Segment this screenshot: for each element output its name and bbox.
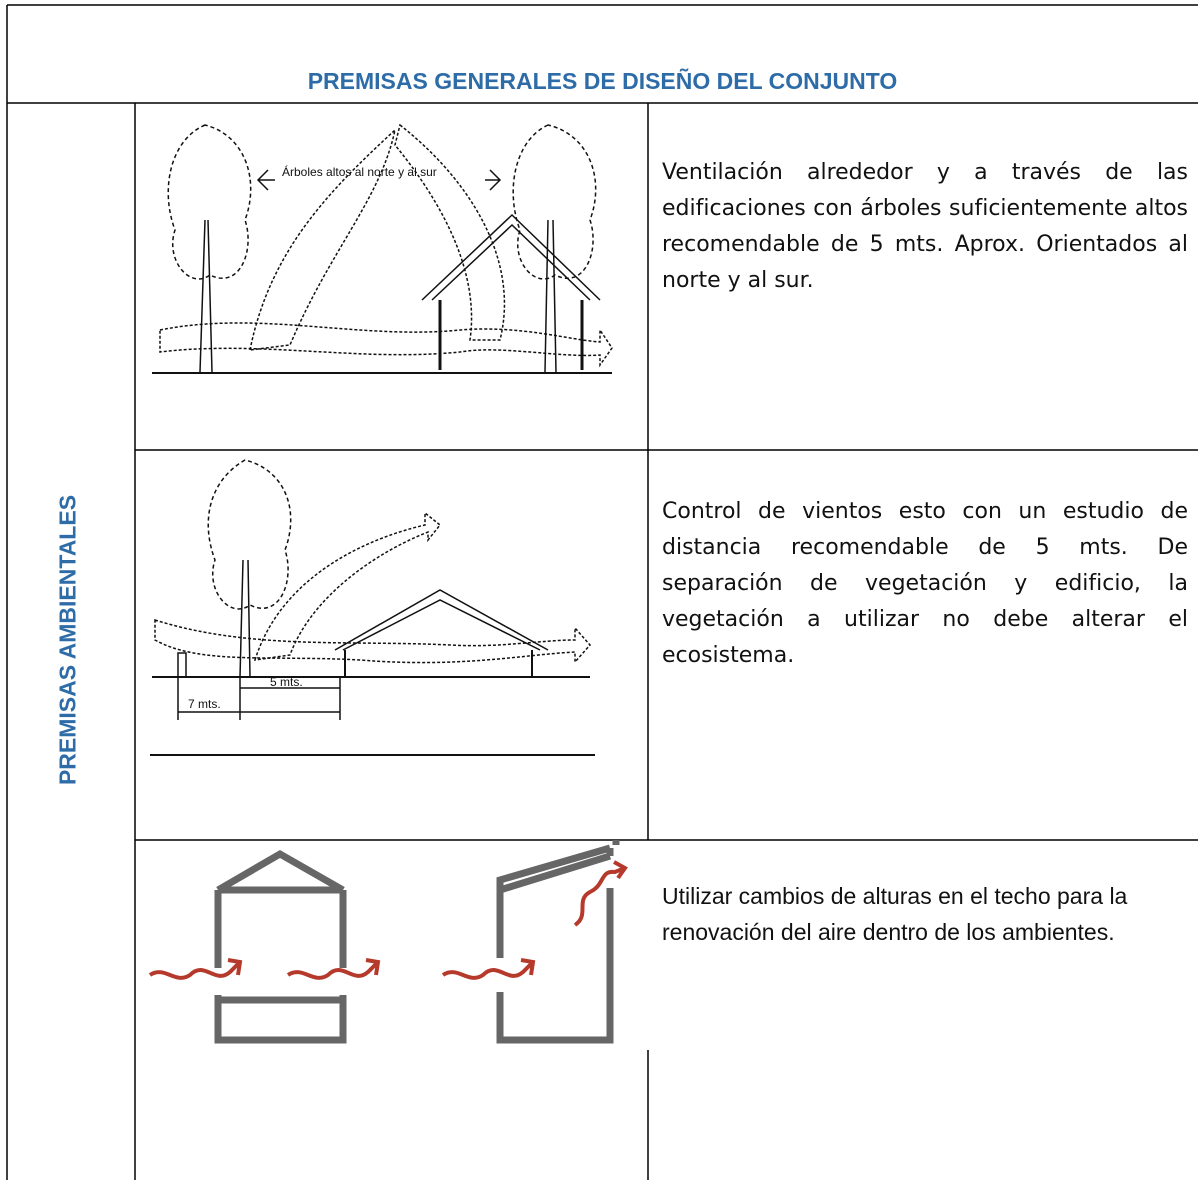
sketch-wind-control: 5 mts. 7 mts. [150,459,595,756]
table-title: PREMISAS GENERALES DE DISEÑO DEL CONJUNT… [307,68,898,94]
tree [207,459,292,678]
sketch-label: Árboles altos al norte y al sur [282,164,437,179]
table-borders [6,4,1198,1180]
row-description: Control de vientos esto con un estudio d… [662,499,1188,668]
tree [167,124,252,373]
dimension-label: 7 mts. [188,697,221,711]
sketch-roof-heights [214,840,620,1044]
dimension-label: 5 mts. [270,675,303,689]
side-label: PREMISAS AMBIENTALES [54,494,81,786]
sketch-ventilation [152,123,613,374]
row-description: Utilizar cambios de alturas en el techo … [662,883,1128,945]
tree [512,124,597,373]
row-description: Ventilación alrededor y a través de las … [662,160,1188,293]
air-arrows [148,860,628,980]
